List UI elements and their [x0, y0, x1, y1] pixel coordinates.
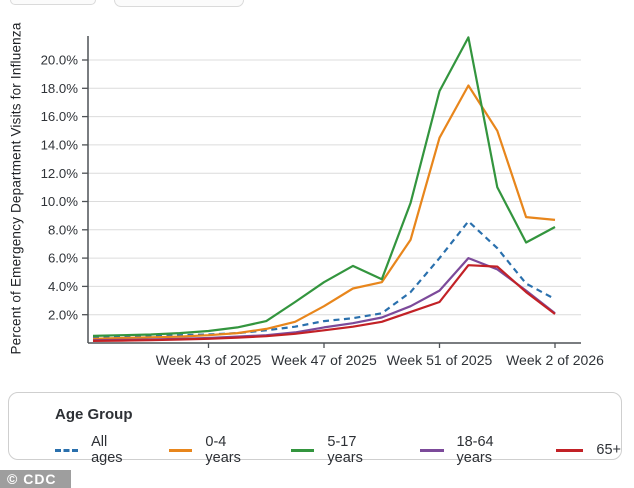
legend-line-sample-0-4-years — [169, 448, 193, 452]
legend-box: Age Group All ages 0-4 years 5-17 years 18-… — [8, 392, 622, 466]
y-tick-label: 6.0% — [48, 251, 78, 266]
legend-title: Age Group — [55, 406, 133, 423]
legend-item-5-17-years[interactable]: 5-17 years — [291, 434, 386, 466]
legend-item-18-64-years[interactable]: 18-64 years — [420, 434, 522, 466]
x-tick-label: Week 47 of 2025 — [271, 352, 377, 368]
legend-line-sample-18-64-years — [420, 448, 444, 452]
series-line-5-17-years — [92, 36, 556, 337]
legend-line-sample-5-17-years — [291, 448, 315, 452]
y-tick-label: 20.0% — [41, 53, 79, 68]
x-tick-label: Week 43 of 2025 — [156, 352, 262, 368]
x-tick-label: Week 51 of 2025 — [387, 352, 493, 368]
y-tick-label: 4.0% — [48, 279, 78, 294]
y-tick-label: 8.0% — [48, 222, 78, 237]
legend-item-65[interactable]: 65+ — [556, 442, 621, 458]
series-line-18-64-years — [92, 257, 556, 342]
legend-label: 0-4 years — [205, 434, 241, 466]
y-tick-label: 10.0% — [41, 194, 79, 209]
cdc-credit-badge: © CDC — [0, 470, 71, 488]
legend-label: 5-17 years — [327, 434, 363, 466]
y-tick-label: 12.0% — [41, 166, 79, 181]
series-line-0-4-years — [92, 84, 556, 340]
legend-line-sample-65 — [556, 448, 584, 452]
legend-label: 65+ — [596, 442, 621, 458]
y-tick-label: 16.0% — [41, 109, 79, 124]
legend-item-0-4-years[interactable]: 0-4 years — [169, 434, 257, 466]
x-tick-label: Week 2 of 2026 — [506, 352, 604, 368]
series-line-65 — [92, 264, 556, 342]
influenza-ed-visits-line-chart: 2.0% 4.0% 6.0% 8.0% 10.0% 12.0% 14.0% 16.0% 18.0… — [41, 36, 604, 368]
legend-label: 18-64 years — [456, 434, 494, 466]
y-tick-label: 14.0% — [41, 138, 79, 153]
legend-items: All ages 0-4 years 5-17 years 18-64 years 65… — [55, 434, 621, 466]
legend-label: All ages — [91, 434, 123, 466]
y-tick-label: 18.0% — [41, 81, 79, 96]
series-line-all-ages — [92, 220, 556, 339]
y-tick-label: 2.0% — [48, 307, 78, 322]
legend-line-sample-all-ages — [55, 448, 79, 452]
legend-item-all-ages[interactable]: All ages — [55, 434, 135, 466]
y-axis-title: Percent of Emergency Department Visits f… — [8, 22, 24, 355]
